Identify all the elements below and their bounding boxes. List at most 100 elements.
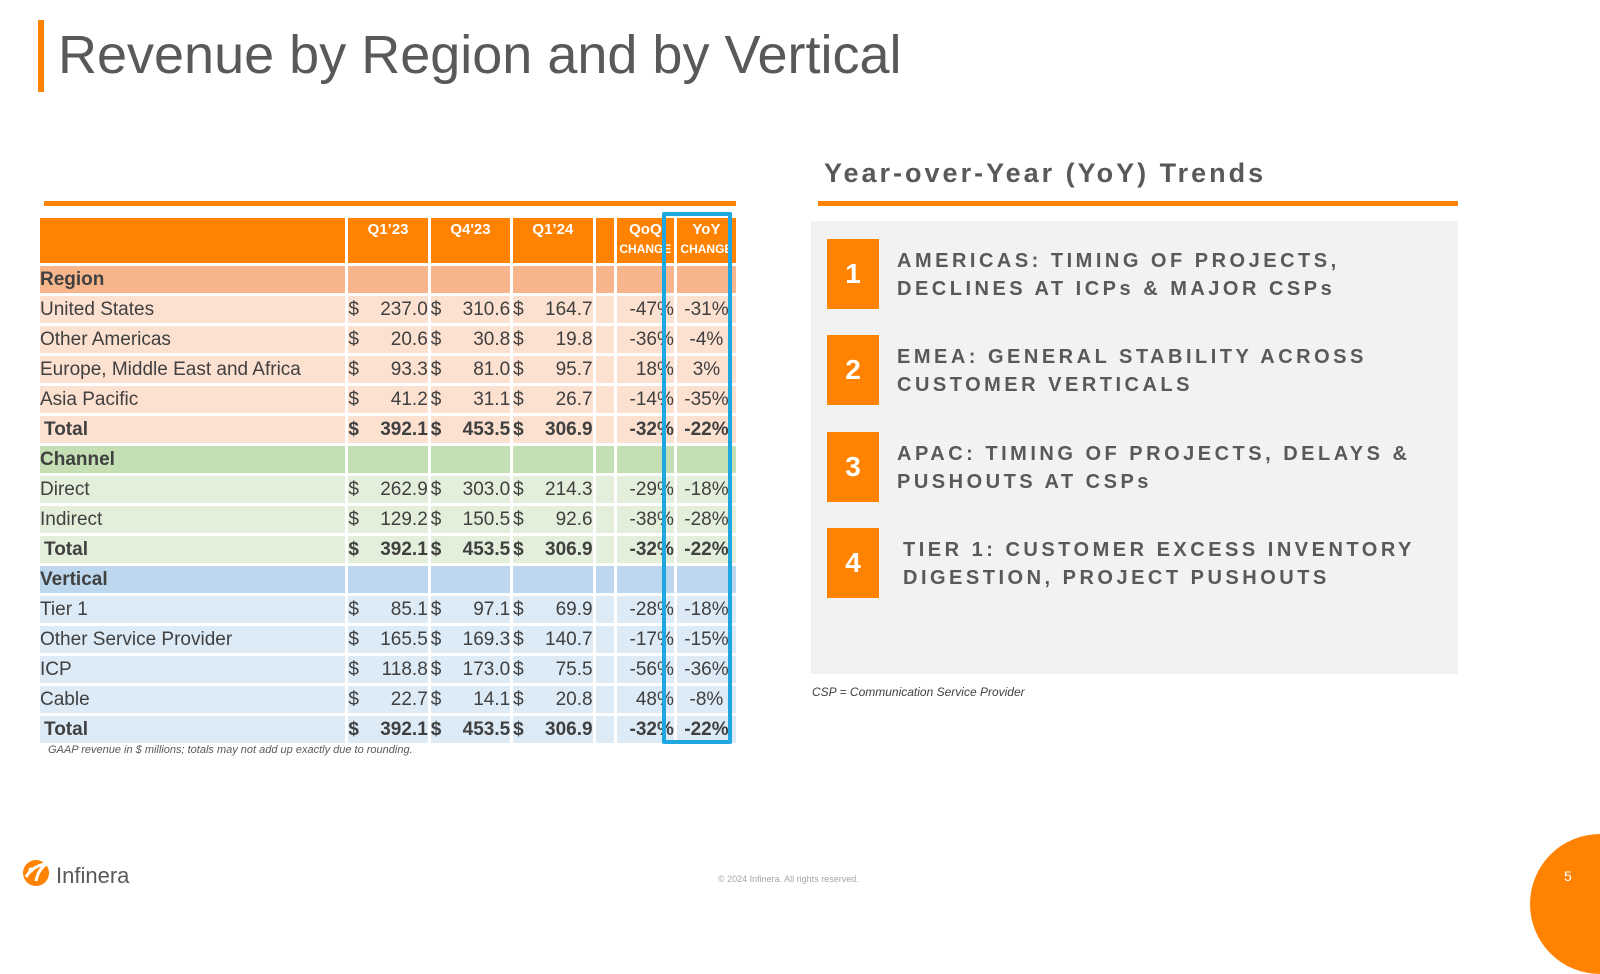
- yoy-cell: -8%: [676, 686, 736, 713]
- table-row: Total $392.1 $453.5 $306.9 -32% -22%: [40, 536, 736, 563]
- spacer-cell: [595, 296, 614, 323]
- yoy-cell: -18%: [676, 476, 736, 503]
- trends-panel: 1 AMERICAS: TIMING OF PROJECTS, DECLINES…: [811, 221, 1458, 674]
- value-cell: $129.2: [348, 506, 428, 533]
- currency-symbol: $: [430, 478, 442, 500]
- header-q1-23: Q1’23: [348, 218, 428, 263]
- spacer-cell: [595, 506, 614, 533]
- value-cell: $310.6: [430, 296, 511, 323]
- value-cell: $165.5: [348, 626, 428, 653]
- empty-cell: [348, 566, 428, 593]
- empty-cell: [513, 566, 593, 593]
- revenue-table: Q1’23 Q4'23 Q1’24 QoQ CHANGE YoY CHANGE Re…: [37, 215, 739, 746]
- yoy-cell: -22%: [676, 536, 736, 563]
- title-accent-bar: [38, 20, 44, 92]
- table-row: Asia Pacific $41.2 $31.1 $26.7 -14% -35%: [40, 386, 736, 413]
- row-label: Cable: [40, 686, 346, 713]
- currency-symbol: $: [430, 358, 442, 380]
- value-cell: $453.5: [430, 416, 511, 443]
- currency-symbol: $: [348, 358, 359, 380]
- yoy-cell: -22%: [676, 416, 736, 443]
- currency-symbol: $: [430, 298, 442, 320]
- trend-item: 3 APAC: TIMING OF PROJECTS, DELAYS & PUS…: [827, 432, 1427, 502]
- amount: 20.6: [390, 328, 428, 350]
- table-row: Direct $262.9 $303.0 $214.3 -29% -18%: [40, 476, 736, 503]
- table-row: Indirect $129.2 $150.5 $92.6 -38% -28%: [40, 506, 736, 533]
- currency-symbol: $: [430, 388, 442, 410]
- amount: 392.1: [380, 418, 428, 440]
- empty-cell: [595, 446, 614, 473]
- value-cell: $453.5: [430, 536, 511, 563]
- section-heading: Region: [40, 266, 346, 293]
- amount: 93.3: [390, 358, 428, 380]
- currency-symbol: $: [513, 598, 524, 620]
- qoq-cell: 48%: [616, 686, 674, 713]
- value-cell: $20.6: [348, 326, 428, 353]
- trend-text: APAC: TIMING OF PROJECTS, DELAYS & PUSHO…: [897, 443, 1411, 493]
- header-yoy: YoY CHANGE: [676, 218, 736, 263]
- amount: 31.1: [473, 388, 511, 410]
- currency-symbol: $: [348, 718, 359, 740]
- value-cell: $164.7: [513, 296, 593, 323]
- currency-symbol: $: [348, 628, 359, 650]
- table-row: Other Americas $20.6 $30.8 $19.8 -36% -4%: [40, 326, 736, 353]
- currency-symbol: $: [513, 538, 524, 560]
- currency-symbol: $: [513, 388, 524, 410]
- value-cell: $169.3: [430, 626, 511, 653]
- value-cell: $31.1: [430, 386, 511, 413]
- currency-symbol: $: [348, 328, 359, 350]
- row-label: ICP: [40, 656, 346, 683]
- yoy-cell: -36%: [676, 656, 736, 683]
- empty-cell: [676, 446, 736, 473]
- table-row: Total $392.1 $453.5 $306.9 -32% -22%: [40, 416, 736, 443]
- value-cell: $30.8: [430, 326, 511, 353]
- table-row: United States $237.0 $310.6 $164.7 -47% -31%: [40, 296, 736, 323]
- empty-cell: [595, 266, 614, 293]
- amount: 81.0: [473, 358, 511, 380]
- header-yoy-label: YoY: [692, 221, 721, 238]
- amount: 306.9: [545, 538, 593, 560]
- yoy-cell: -4%: [676, 326, 736, 353]
- currency-symbol: $: [513, 478, 524, 500]
- row-label: Total: [40, 536, 346, 563]
- currency-symbol: $: [513, 358, 524, 380]
- row-label: Total: [40, 716, 346, 743]
- empty-cell: [430, 266, 511, 293]
- qoq-cell: -56%: [616, 656, 674, 683]
- currency-symbol: $: [430, 328, 442, 350]
- empty-cell: [676, 566, 736, 593]
- amount: 306.9: [545, 718, 593, 740]
- header-qoq: QoQ CHANGE: [616, 218, 674, 263]
- empty-cell: [348, 266, 428, 293]
- spacer-cell: [595, 626, 614, 653]
- qoq-cell: -28%: [616, 596, 674, 623]
- qoq-cell: -17%: [616, 626, 674, 653]
- currency-symbol: $: [430, 718, 442, 740]
- row-label: Total: [40, 416, 346, 443]
- currency-symbol: $: [430, 538, 442, 560]
- value-cell: $173.0: [430, 656, 511, 683]
- trend-item: 1 AMERICAS: TIMING OF PROJECTS, DECLINES…: [827, 239, 1427, 309]
- empty-cell: [616, 266, 674, 293]
- amount: 14.1: [473, 688, 511, 710]
- empty-cell: [348, 446, 428, 473]
- spacer-cell: [595, 656, 614, 683]
- spacer-cell: [595, 356, 614, 383]
- empty-cell: [513, 266, 593, 293]
- copyright-notice: © 2024 Infinera. All rights reserved.: [718, 874, 859, 884]
- table-row: Europe, Middle East and Africa $93.3 $81.0…: [40, 356, 736, 383]
- row-label: Asia Pacific: [40, 386, 346, 413]
- yoy-cell: -22%: [676, 716, 736, 743]
- header-yoy-sub: CHANGE: [680, 242, 733, 256]
- trends-title: Year-over-Year (YoY) Trends: [824, 158, 1267, 188]
- row-label: Other Americas: [40, 326, 346, 353]
- trends-footnote: CSP = Communication Service Provider: [812, 685, 1025, 699]
- value-cell: $41.2: [348, 386, 428, 413]
- currency-symbol: $: [513, 658, 524, 680]
- amount: 453.5: [462, 418, 511, 440]
- yoy-cell: -31%: [676, 296, 736, 323]
- amount: 26.7: [555, 388, 593, 410]
- trend-text: AMERICAS: TIMING OF PROJECTS, DECLINES A…: [897, 250, 1340, 300]
- qoq-cell: -29%: [616, 476, 674, 503]
- qoq-cell: 18%: [616, 356, 674, 383]
